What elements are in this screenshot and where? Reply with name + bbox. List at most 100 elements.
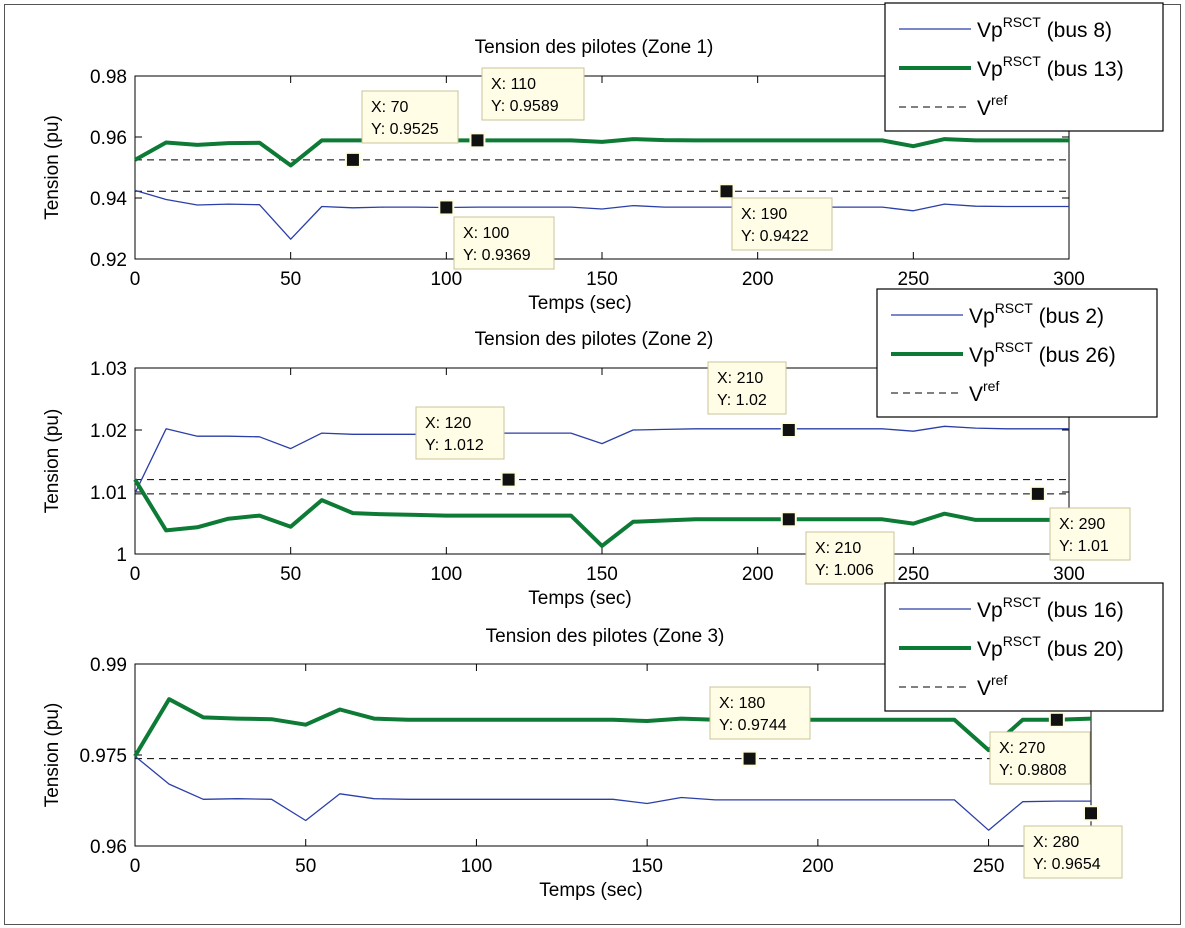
datatip-box <box>1049 507 1131 561</box>
datatip-marker <box>502 473 515 486</box>
x-tick-label: 100 <box>461 856 493 877</box>
x-tick-label: 200 <box>802 856 834 877</box>
legend: VpRSCT (bus 8)VpRSCT (bus 13) Vref <box>884 2 1164 132</box>
chart-title: Tension des pilotes (Zone 1) <box>475 37 714 58</box>
legend-label-superscript: RSCT <box>1003 594 1042 610</box>
legend-label-main: Vp <box>977 599 1003 622</box>
datatip: X: 70 Y: 0.9525 <box>344 90 459 168</box>
datatip-y-label: Y: 1.01 <box>1059 538 1109 555</box>
datatip-marker <box>471 134 484 147</box>
x-tick-label: 200 <box>742 269 774 290</box>
y-tick-label: 0.94 <box>90 189 127 210</box>
datatip-marker <box>346 153 359 166</box>
datatip-x-label: X: 190 <box>741 206 787 223</box>
datatip-y-label: Y: 0.9589 <box>491 98 559 115</box>
legend-label: VpRSCT (bus 20) <box>977 633 1124 661</box>
legend-label-superscript: RSCT <box>995 339 1034 355</box>
datatip-y-label: Y: 0.9808 <box>999 762 1067 779</box>
datatip-x-label: X: 210 <box>717 370 763 387</box>
datatip-box <box>481 67 585 121</box>
x-tick-label: 250 <box>897 564 929 585</box>
chart-zone-1: 0 50 100 150 200 250 300 0.92 0.94 0.96 0.98 Tensio… <box>42 2 1164 314</box>
legend-label-suffix: (bus 13) <box>1041 58 1124 81</box>
legend-label: VpRSCT (bus 26) <box>969 339 1116 367</box>
x-tick-label: 150 <box>586 564 618 585</box>
x-tick-label: 0 <box>130 856 141 877</box>
chart-title: Tension des pilotes (Zone 2) <box>475 329 714 350</box>
datatip-marker <box>782 513 795 526</box>
legend-label-main: Vp <box>969 344 995 367</box>
datatip-x-label: X: 120 <box>425 415 471 432</box>
legend-label-main: Vp <box>977 19 1003 42</box>
legend-label-superscript: RSCT <box>995 300 1034 316</box>
datatip-marker <box>720 185 733 198</box>
legend-label-main: Vp <box>969 305 995 328</box>
x-tick-label: 50 <box>295 856 316 877</box>
figure-frame <box>4 4 1181 925</box>
x-tick-label: 0 <box>130 269 141 290</box>
datatip-box <box>731 197 833 251</box>
datatip-x-label: X: 270 <box>999 740 1045 757</box>
datatip-box <box>707 361 787 415</box>
datatip: X: 190 Y: 0.9422 <box>718 183 833 251</box>
datatip: X: 110 Y: 0.9589 <box>469 67 585 149</box>
datatip-marker <box>1085 807 1097 820</box>
x-ticks: 0 50 100 150 200 250 <box>130 664 1005 877</box>
datatip-marker <box>782 424 795 436</box>
datatip-x-label: X: 70 <box>371 99 408 116</box>
legend-label-superscript: RSCT <box>1003 14 1042 30</box>
y-tick-label: 0.96 <box>90 128 127 149</box>
y-tick-label: 0.96 <box>90 837 127 858</box>
x-axis-label: Temps (sec) <box>528 293 631 314</box>
legend-label: VpRSCT (bus 8) <box>977 14 1112 42</box>
legend-label: Vref <box>977 672 1007 700</box>
datatip-y-label: Y: 1.012 <box>425 437 484 454</box>
legend-label-main: V <box>977 97 991 120</box>
y-tick-label: 1 <box>116 545 127 566</box>
datatip-y-label: Y: 0.9369 <box>463 247 531 264</box>
legend-label-main: Vp <box>977 638 1003 661</box>
series-line-bus-26 <box>133 478 1069 548</box>
datatip: X: 280 Y: 0.9654 <box>1023 805 1123 879</box>
y-tick-label: 0.98 <box>90 67 127 88</box>
datatip-x-label: X: 290 <box>1059 516 1105 533</box>
x-tick-label: 150 <box>586 269 618 290</box>
y-tick-label: 0.99 <box>90 655 127 676</box>
y-ticks: 0.92 0.94 0.96 0.98 <box>90 67 1069 271</box>
legend-label-superscript: ref <box>991 672 1007 688</box>
datatip-marker <box>440 201 453 214</box>
legend-label-superscript: ref <box>991 92 1007 108</box>
legend-label-suffix: (bus 20) <box>1041 638 1124 661</box>
x-tick-label: 50 <box>280 269 301 290</box>
y-axis-label: Tension (pu) <box>42 409 63 514</box>
datatip-marker <box>1050 713 1063 726</box>
datatip-x-label: X: 280 <box>1033 834 1079 851</box>
x-ticks: 0 50 100 150 200 250 300 <box>130 368 1085 585</box>
datatip-box <box>415 406 505 460</box>
datatip-y-label: Y: 0.9422 <box>741 228 809 245</box>
datatip-x-label: X: 100 <box>463 225 509 242</box>
legend-label-superscript: RSCT <box>1003 633 1042 649</box>
datatip-box <box>709 686 811 740</box>
y-tick-label: 1.03 <box>90 359 127 380</box>
chart-zone-3: 0 50 100 150 200 250 0.96 0.975 0.99 Tension des … <box>42 582 1164 901</box>
x-tick-label: 250 <box>973 856 1005 877</box>
datatip-marker <box>1031 487 1044 500</box>
datatip-y-label: Y: 0.9654 <box>1033 856 1101 873</box>
y-ticks: 0.96 0.975 0.99 <box>79 655 1091 858</box>
y-tick-label: 0.92 <box>90 250 127 271</box>
x-tick-label: 300 <box>1053 269 1085 290</box>
series-line-bus-20 <box>133 697 1092 758</box>
x-tick-label: 100 <box>430 564 462 585</box>
x-tick-label: 100 <box>430 269 462 290</box>
legend-label-suffix: (bus 8) <box>1041 19 1112 42</box>
series-line-bus-2 <box>134 425 1069 494</box>
datatip: X: 210 Y: 1.02 <box>707 361 797 438</box>
legend-label-main: V <box>977 677 991 700</box>
datatip: X: 100 Y: 0.9369 <box>438 199 555 270</box>
y-tick-label: 0.975 <box>79 746 127 767</box>
datatip-y-label: Y: 0.9525 <box>371 121 439 138</box>
x-tick-label: 200 <box>742 564 774 585</box>
legend: VpRSCT (bus 16)VpRSCT (bus 20)Vref <box>884 582 1164 712</box>
